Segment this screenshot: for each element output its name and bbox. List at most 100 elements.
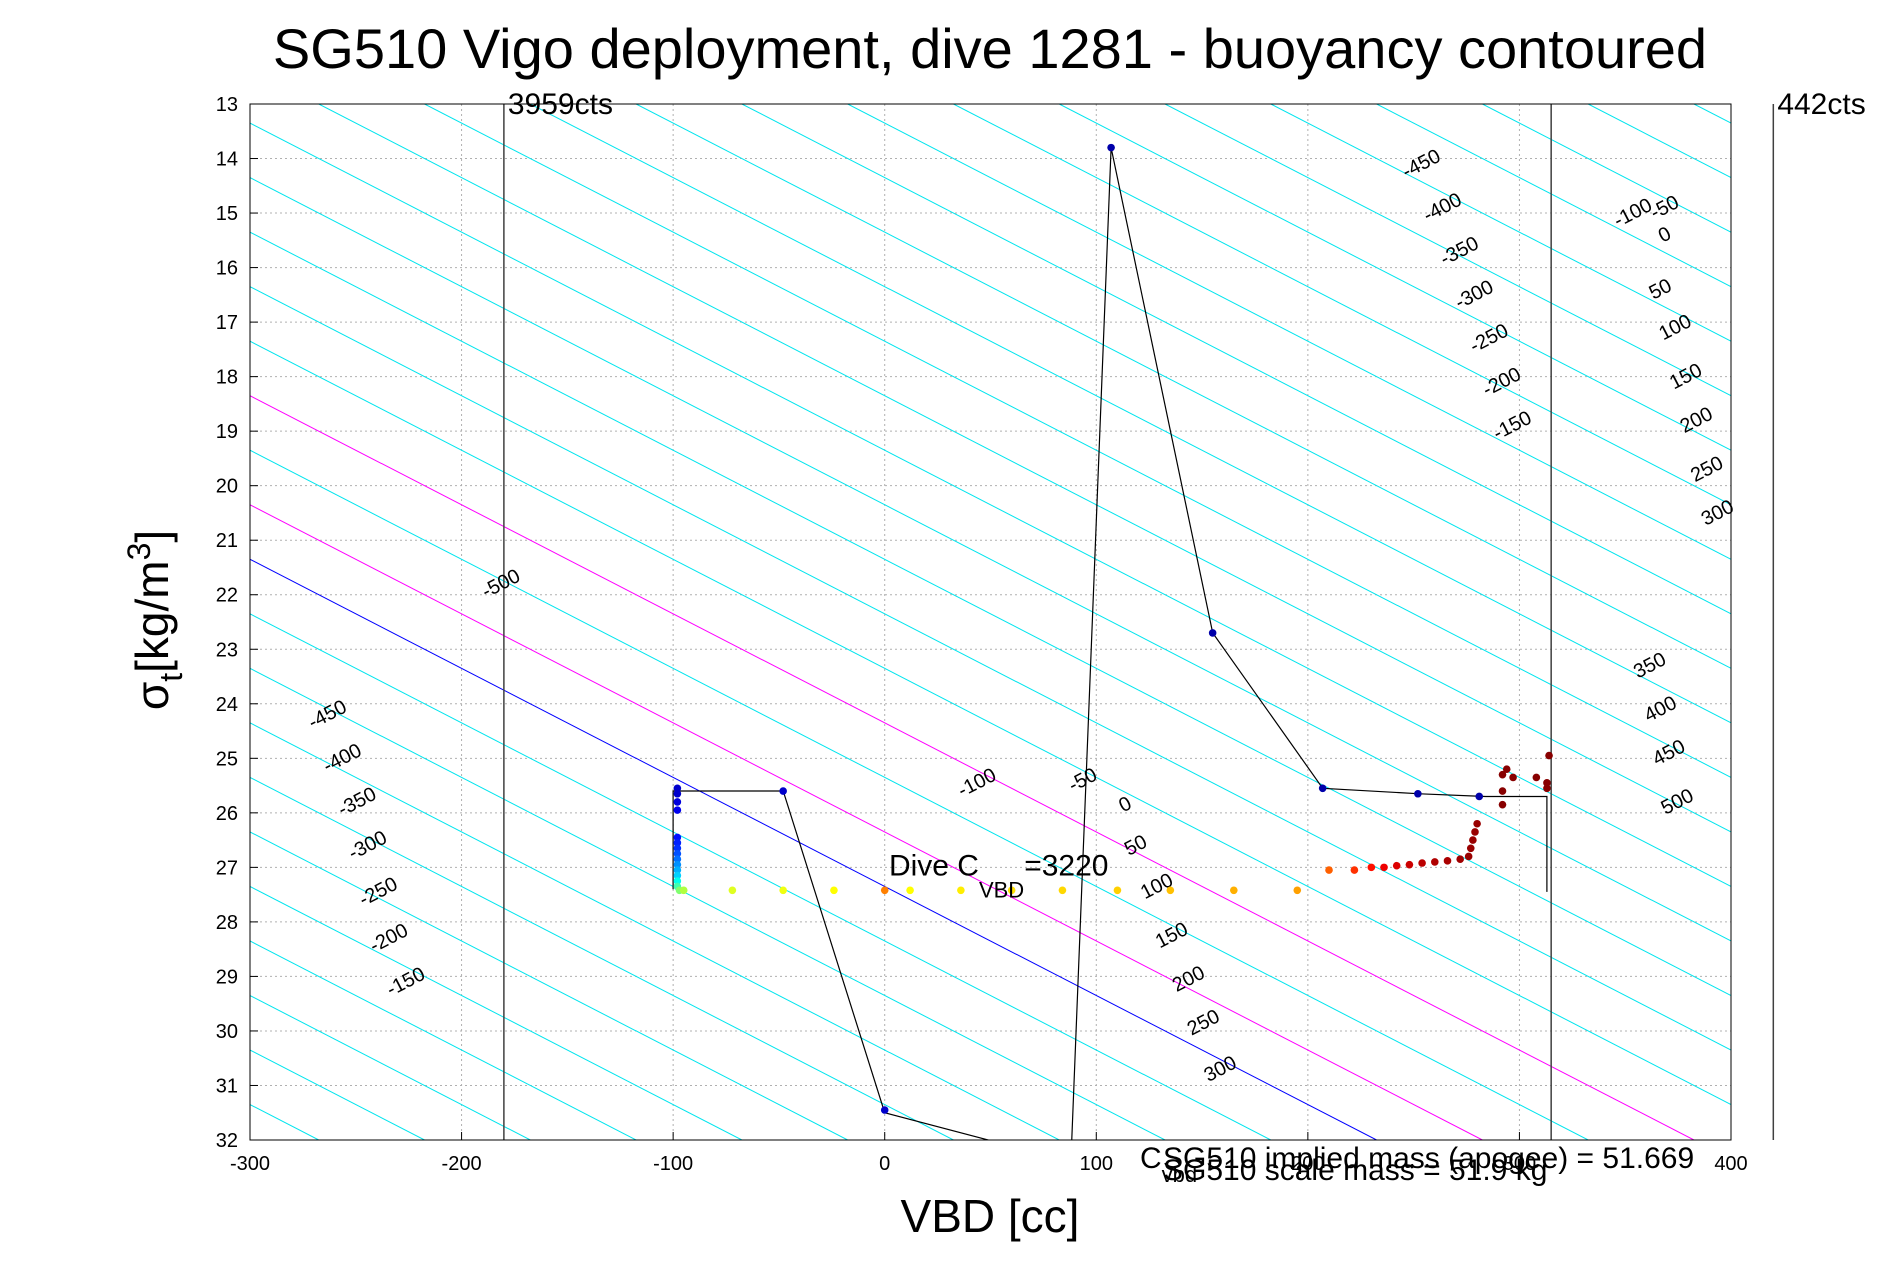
dive-point-45	[1464, 852, 1473, 861]
dive-point-53	[1502, 765, 1511, 774]
dive-point-2	[673, 798, 682, 806]
cvbd-sub: vbd	[1162, 1162, 1197, 1187]
y-tick-label-18: 31	[216, 1075, 238, 1097]
dive-point-34	[1293, 886, 1302, 895]
y-tick-label-13: 26	[216, 803, 238, 825]
dive-point-55	[1532, 773, 1541, 782]
dive-point-5	[673, 839, 682, 847]
contour-400	[250, 122, 1731, 888]
dive-c-label: Dive C	[889, 850, 979, 883]
contour--600	[0, 104, 107, 1140]
contour-700	[847, 104, 1731, 560]
dive-point-20	[1318, 784, 1327, 793]
dive-point-43	[1443, 857, 1452, 865]
x-tick-label-3: 0	[879, 1153, 890, 1175]
x-tick-label-0: -300	[230, 1153, 270, 1175]
dive-point-41	[1418, 859, 1426, 867]
contour--100	[250, 667, 1166, 1140]
dive-point-50	[1498, 800, 1507, 809]
contour-100	[250, 449, 1589, 1140]
dive-point-51	[1498, 787, 1507, 795]
contour-550	[530, 104, 1731, 724]
dive-point-8	[673, 855, 682, 863]
contour-450	[318, 104, 1731, 833]
y-tick-label-7: 20	[216, 476, 238, 498]
dive-point-25	[830, 886, 838, 895]
dive-point-1	[673, 789, 682, 798]
contour--300	[250, 885, 743, 1140]
dive-c-vbd-label: Dive CVBD=3220	[889, 850, 1109, 903]
y-axis-label-close: ]	[126, 530, 178, 543]
dive-path-line	[672, 147, 1548, 1140]
dive-point-10	[673, 866, 682, 874]
contour--200	[250, 776, 954, 1140]
dive-point-17	[880, 1106, 889, 1114]
y-tick-label-10: 23	[216, 639, 238, 661]
y-tick-label-3: 16	[216, 258, 238, 280]
y-axis-label-sup: 3	[121, 543, 157, 561]
dive-point-49	[1473, 819, 1481, 828]
dive-path	[672, 147, 1548, 1140]
dive-point-33	[1230, 886, 1238, 895]
x-tick-label-7: 400	[1714, 1153, 1747, 1175]
dive-point-36	[1350, 866, 1359, 874]
dive-points	[673, 143, 1553, 1114]
dive-point-29	[1007, 886, 1016, 895]
y-tick-label-12: 25	[216, 748, 238, 770]
contour-0	[250, 558, 1377, 1140]
dive-point-0	[673, 784, 682, 793]
x-axis-label: VBD [cc]	[901, 1190, 1080, 1242]
cvbd-symbol: C	[1140, 1142, 1162, 1175]
dive-point-48	[1471, 828, 1479, 836]
dive-point-47	[1469, 836, 1477, 844]
dive-point-30	[1058, 886, 1067, 895]
contour-500	[424, 104, 1731, 778]
y-axis-label: σt[kg/m3]	[121, 530, 189, 710]
y-tick-label-14: 27	[216, 857, 238, 879]
dive-point-42	[1431, 858, 1439, 866]
contour--350	[250, 940, 637, 1140]
dive-c-sub: VBD	[979, 878, 1024, 903]
y-tick-label-0: 13	[216, 94, 238, 116]
x-tick-label-2: -100	[653, 1153, 693, 1175]
dive-point-35	[1325, 866, 1333, 874]
dive-point-56	[1543, 779, 1551, 787]
contour-850	[1164, 104, 1731, 397]
contour-900	[1270, 104, 1731, 342]
contour-950	[1376, 104, 1731, 288]
plot-frame	[249, 103, 1732, 1141]
y-tick-label-6: 19	[216, 421, 238, 443]
dive-point-32	[1166, 886, 1175, 895]
contour--650	[0, 104, 1, 1140]
contour--150	[250, 722, 1060, 1140]
contour-50	[250, 504, 1483, 1140]
dive-point-24	[779, 886, 787, 895]
dive-point-6	[673, 844, 682, 853]
dive-point-40	[1405, 860, 1414, 869]
y-tick-label-9: 22	[216, 585, 238, 607]
contour--50	[250, 613, 1272, 1140]
contour-750	[953, 104, 1731, 506]
chart-title: SG510 Vigo deployment, dive 1281 - buoya…	[273, 17, 1707, 80]
contour-250	[250, 286, 1731, 1051]
contour-800	[1059, 104, 1731, 451]
x-tick-label-1: -200	[442, 1153, 482, 1175]
dive-point-7	[673, 849, 682, 858]
y-tick-label-11: 24	[216, 694, 238, 716]
dive-point-57	[1543, 784, 1551, 793]
dive-point-52	[1498, 770, 1507, 779]
limit-label-1: 442cts	[1777, 88, 1865, 121]
contour--250	[250, 831, 848, 1140]
y-tick-label-5: 18	[216, 367, 238, 389]
contour-600	[635, 104, 1731, 669]
y-tick-label-1: 14	[216, 149, 238, 171]
dive-point-16	[779, 787, 787, 795]
dive-point-11	[673, 871, 682, 880]
dive-point-15	[679, 886, 688, 895]
y-tick-label-4: 17	[216, 312, 238, 334]
contour-300	[250, 231, 1731, 997]
dive-point-3	[673, 806, 682, 814]
plot-area	[250, 104, 1731, 1140]
dive-c-value: =3220	[1024, 850, 1108, 883]
